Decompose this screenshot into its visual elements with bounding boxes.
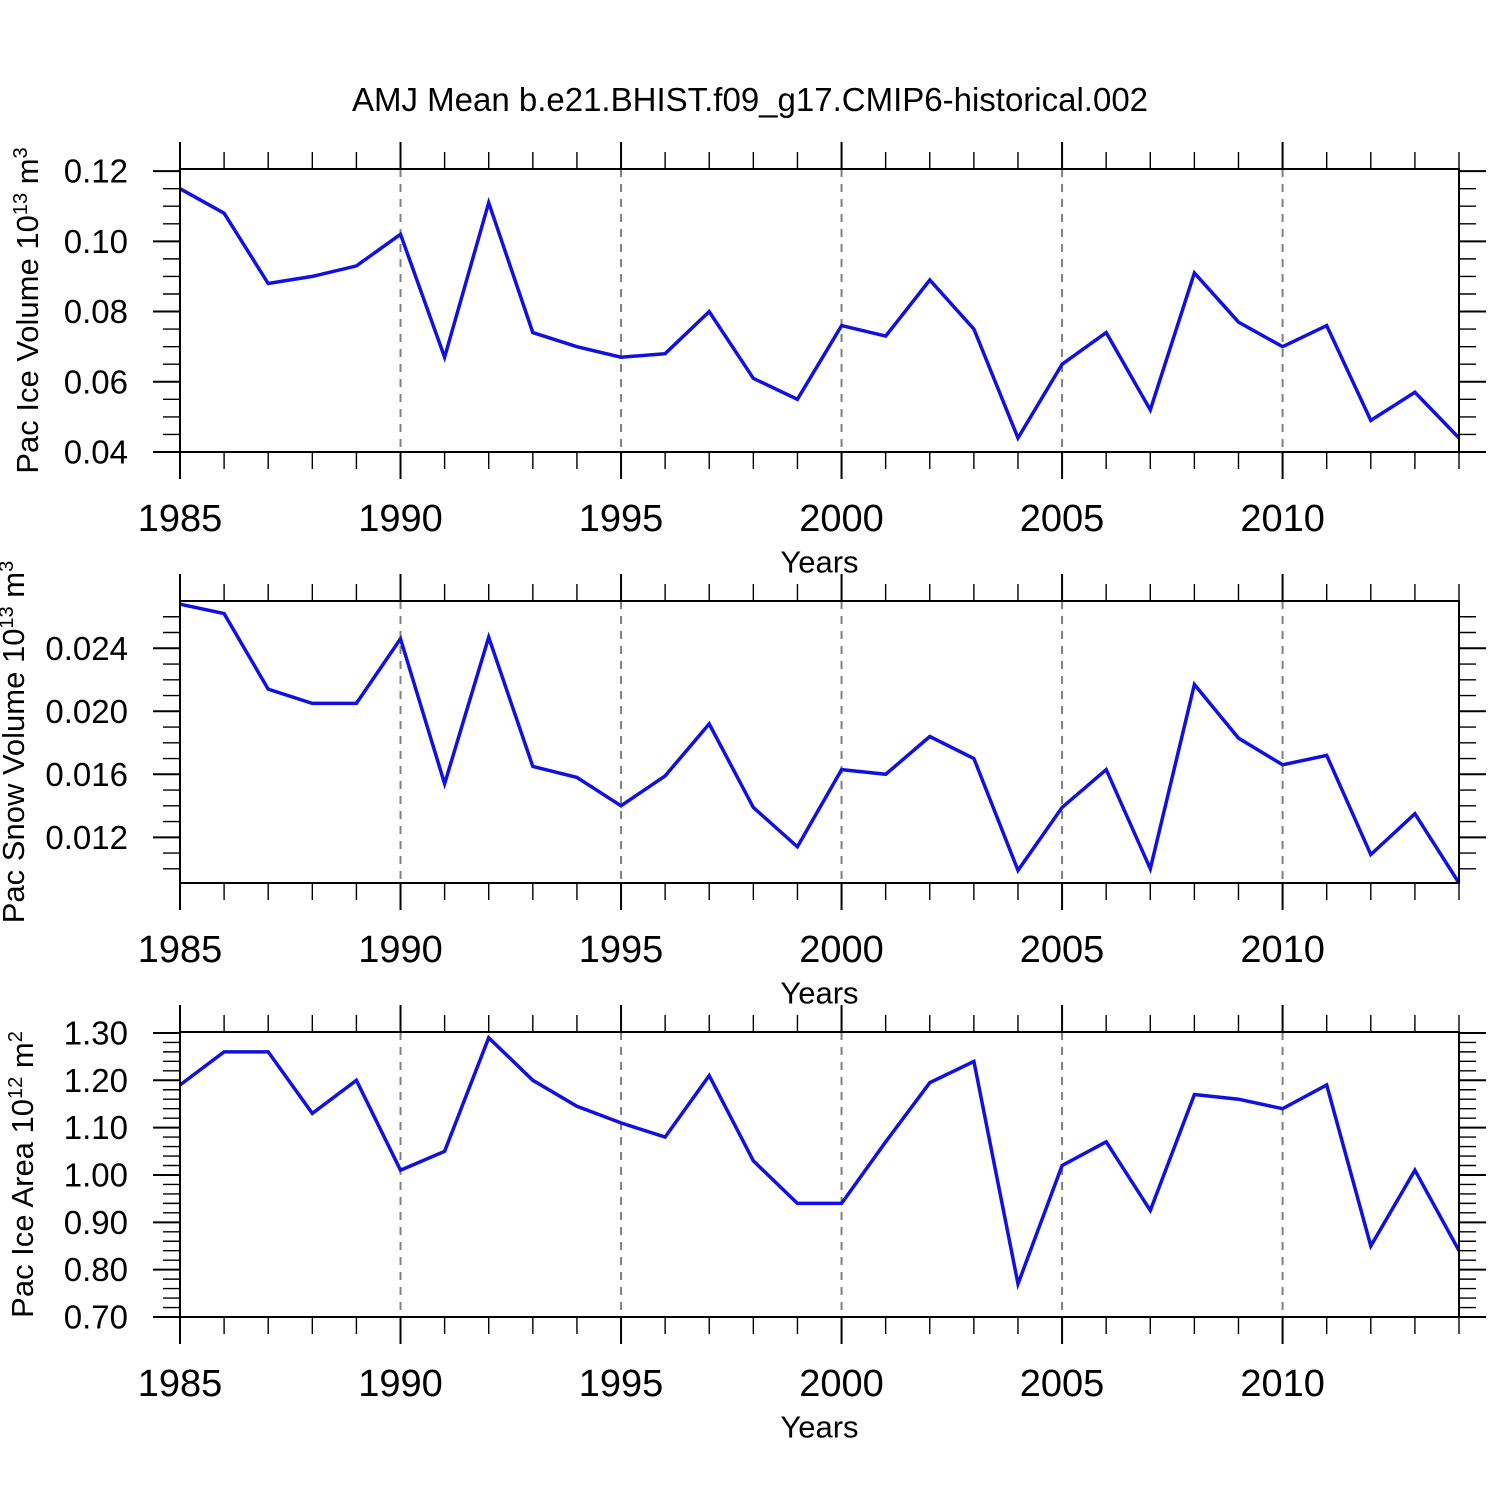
x-axis-title-3: Years	[780, 1410, 858, 1445]
x-ticks	[179, 1005, 1460, 1344]
y-ticks	[153, 1031, 1486, 1318]
y-tick-label: 0.12	[64, 153, 128, 190]
x-tick-label: 2010	[1240, 1363, 1325, 1405]
x-tick-label: 2000	[799, 1363, 884, 1405]
year-gridlines	[399, 169, 1284, 452]
x-tick-label: 1990	[358, 498, 443, 540]
y-ticks	[153, 170, 1486, 453]
x-axis-title-1: Years	[780, 545, 858, 580]
x-tick-label: 1985	[138, 498, 223, 540]
y-tick-label: 0.016	[45, 756, 128, 793]
panel-border	[179, 600, 1460, 884]
data-line-pac-ice-area	[178, 1034, 1461, 1291]
x-ticks	[179, 142, 1460, 479]
x-tick-label: 2000	[799, 498, 884, 540]
y-axis-title-pac-snow-volume: Pac Snow Volume 1013 m3	[0, 561, 31, 924]
x-tick-label: 2005	[1020, 498, 1105, 540]
y-tick-labels: 0.012 0.016 0.020 0.024	[45, 630, 128, 856]
y-tick-label: 0.024	[45, 630, 128, 667]
x-tick-labels: 1985 1990 1995 2000 2005 2010	[138, 929, 1325, 971]
y-tick-label: 0.70	[64, 1299, 128, 1336]
year-gridlines	[399, 1032, 1284, 1317]
x-tick-label: 1995	[579, 498, 664, 540]
x-tick-label: 1985	[138, 1363, 223, 1405]
panel-pac-snow-volume: 0.012 0.016 0.020 0.024 1985 1990 1995 2000 2005…	[0, 561, 1486, 1011]
x-tick-label: 1990	[358, 929, 443, 971]
y-tick-label: 1.10	[64, 1109, 128, 1146]
panel-border	[179, 168, 1460, 453]
y-tick-labels: 0.70 0.80 0.90 1.00 1.10 1.20 1.30	[64, 1014, 128, 1335]
x-tick-label: 2010	[1240, 498, 1325, 540]
y-tick-label: 0.08	[64, 293, 128, 330]
y-tick-label: 0.06	[64, 363, 128, 400]
year-gridlines	[399, 601, 1284, 883]
x-tick-label: 1990	[358, 1363, 443, 1405]
panel-pac-ice-volume: 0.04 0.06 0.08 0.10 0.12 1985 1990 1995 2000 2005…	[10, 142, 1486, 580]
y-tick-label: 1.30	[64, 1014, 128, 1051]
chart-title: AMJ Mean b.e21.BHIST.f09_g17.CMIP6-histo…	[352, 81, 1148, 118]
y-tick-labels: 0.04 0.06 0.08 0.10 0.12	[64, 153, 128, 471]
y-ticks	[153, 616, 1486, 870]
y-axis-title-pac-ice-area: Pac Ice Area 1012 m2	[5, 1031, 40, 1318]
x-tick-labels: 1985 1990 1995 2000 2005 2010	[138, 498, 1325, 540]
y-tick-label: 0.80	[64, 1251, 128, 1288]
x-tick-label: 2000	[799, 929, 884, 971]
y-tick-label: 1.20	[64, 1062, 128, 1099]
x-tick-label: 1995	[579, 929, 664, 971]
x-tick-label: 1985	[138, 929, 223, 971]
panel-border	[179, 1031, 1460, 1318]
x-tick-label: 2005	[1020, 929, 1105, 971]
data-line-pac-snow-volume	[179, 602, 1461, 884]
y-tick-label: 0.04	[64, 434, 128, 471]
y-tick-label: 0.020	[45, 693, 128, 730]
x-ticks	[179, 574, 1460, 910]
data-line-pac-ice-volume	[179, 187, 1461, 442]
x-axis-title-2: Years	[780, 976, 858, 1011]
panel-pac-ice-area: 0.70 0.80 0.90 1.00 1.10 1.20 1.30 1985 1990 1995…	[5, 1005, 1486, 1445]
y-tick-label: 0.90	[64, 1204, 128, 1241]
x-tick-label: 2005	[1020, 1363, 1105, 1405]
x-tick-label: 1995	[579, 1363, 664, 1405]
y-tick-label: 1.00	[64, 1156, 128, 1193]
y-axis-title-pac-ice-volume: Pac Ice Volume 1013 m3	[10, 147, 45, 473]
y-tick-label: 0.10	[64, 223, 128, 260]
x-tick-label: 2010	[1240, 929, 1325, 971]
x-tick-labels: 1985 1990 1995 2000 2005 2010	[138, 1363, 1325, 1405]
y-tick-label: 0.012	[45, 819, 128, 856]
